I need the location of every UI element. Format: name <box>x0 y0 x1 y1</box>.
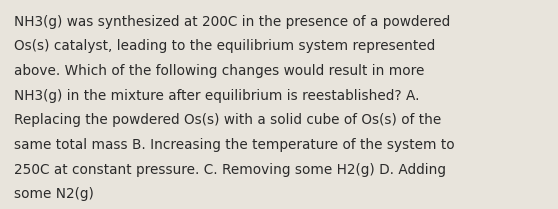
Text: Replacing the powdered Os(s) with a solid cube of Os(s) of the: Replacing the powdered Os(s) with a soli… <box>14 113 441 127</box>
Text: some N2(g): some N2(g) <box>14 187 94 201</box>
Text: Os(s) catalyst, leading to the equilibrium system represented: Os(s) catalyst, leading to the equilibri… <box>14 39 435 53</box>
Text: above. Which of the following changes would result in more: above. Which of the following changes wo… <box>14 64 424 78</box>
Text: NH3(g) was synthesized at 200C in the presence of a powdered: NH3(g) was synthesized at 200C in the pr… <box>14 15 450 29</box>
Text: same total mass B. Increasing the temperature of the system to: same total mass B. Increasing the temper… <box>14 138 455 152</box>
Text: NH3(g) in the mixture after equilibrium is reestablished? A.: NH3(g) in the mixture after equilibrium … <box>14 89 420 103</box>
Text: 250C at constant pressure. C. Removing some H2(g) D. Adding: 250C at constant pressure. C. Removing s… <box>14 163 446 177</box>
